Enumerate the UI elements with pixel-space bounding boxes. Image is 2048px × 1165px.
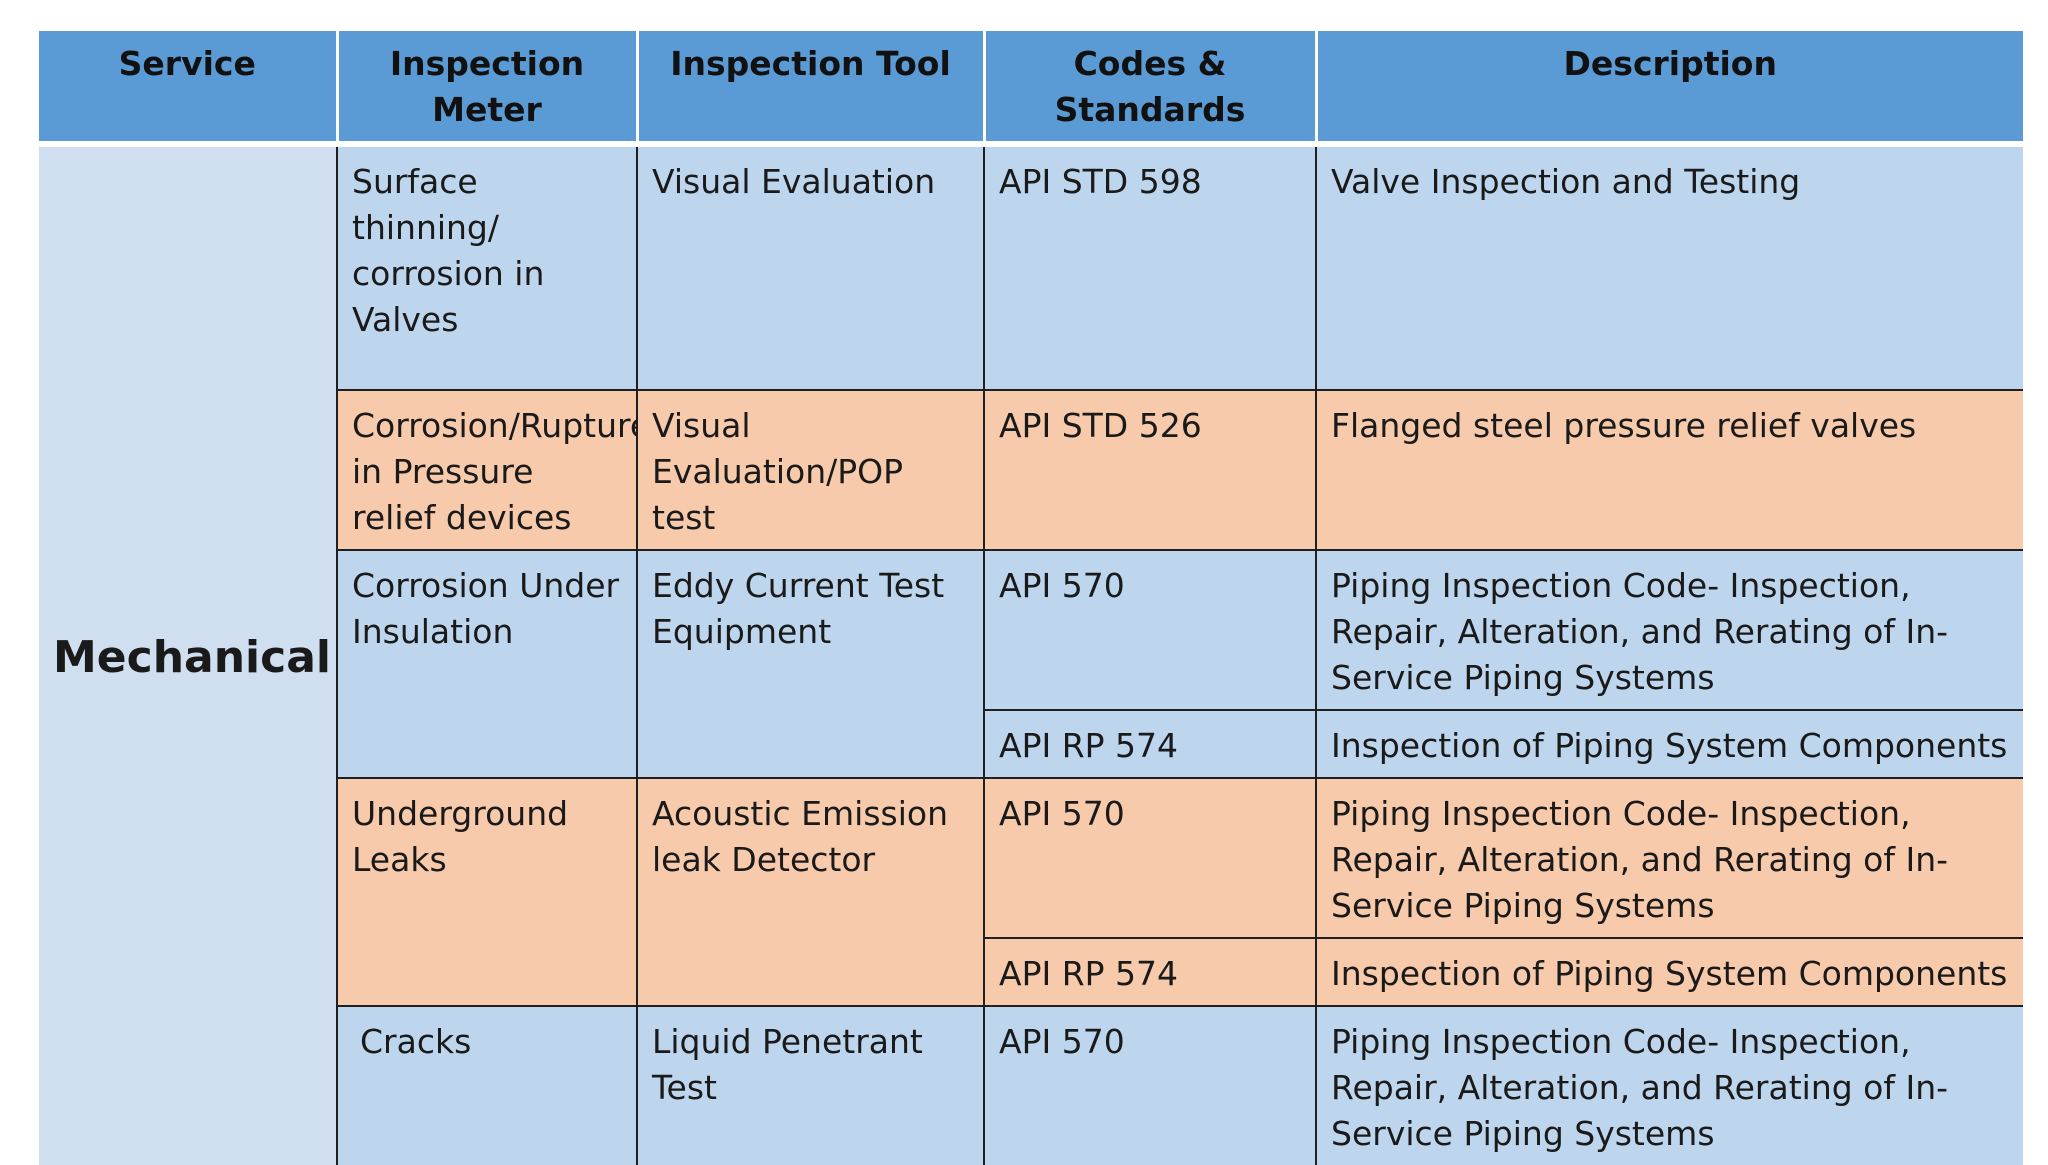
- tool-cell: Visual Evaluation/POP test: [636, 389, 985, 551]
- table-row: Cracks Liquid Penetrant Test API 570 Pip…: [39, 1005, 2023, 1165]
- tool-cell: Liquid Penetrant Test: [636, 1005, 985, 1165]
- meter-cell: Underground Leaks: [336, 777, 638, 1007]
- description-cell: Inspection of Piping System Components: [1315, 937, 2023, 1007]
- meter-cell: Corrosion/Rupture in Pressure relief dev…: [336, 389, 638, 551]
- code-cell: API 570: [983, 549, 1317, 711]
- header-inspection-tool: Inspection Tool: [635, 31, 986, 147]
- table-row: Corrosion Under Insulation Eddy Current …: [39, 549, 2023, 779]
- table-row: API RP 574 Inspection of Piping System C…: [39, 937, 2023, 1007]
- description-cell: Inspection of Piping System Components: [1315, 709, 2023, 779]
- tool-cell: Acoustic Emission leak Detector: [636, 777, 985, 1007]
- code-cell: API RP 574: [983, 937, 1317, 1007]
- header-inspection-meter: Inspection Meter: [335, 31, 639, 147]
- table-row: API RP 574 Inspection of Piping System C…: [39, 709, 2023, 779]
- code-cell: API 570: [983, 1005, 1317, 1165]
- description-cell: Piping Inspection Code- Inspection, Repa…: [1315, 777, 2023, 939]
- tool-cell: Visual Evaluation: [636, 143, 985, 391]
- meter-cell: Corrosion Under Insulation: [336, 549, 638, 779]
- code-cell: API STD 526: [983, 389, 1317, 551]
- code-cell: API 570: [983, 777, 1317, 939]
- table-header-row: Service Inspection Meter Inspection Tool…: [39, 31, 2023, 147]
- description-cell: Piping Inspection Code- Inspection, Repa…: [1315, 549, 2023, 711]
- description-cell: Valve Inspection and Testing: [1315, 143, 2023, 391]
- description-cell: Flanged steel pressure relief valves: [1315, 389, 2023, 551]
- tool-cell: Eddy Current Test Equipment: [636, 549, 985, 779]
- code-cell: API STD 598: [983, 143, 1317, 391]
- inspection-table: Service Inspection Meter Inspection Tool…: [39, 31, 2023, 1165]
- service-cell: Mechanical: [39, 144, 338, 1165]
- header-description: Description: [1314, 31, 2023, 147]
- description-cell: Piping Inspection Code- Inspection, Repa…: [1315, 1005, 2023, 1165]
- header-codes-standards: Codes & Standards: [982, 31, 1318, 147]
- code-cell: API RP 574: [983, 709, 1317, 779]
- header-service: Service: [39, 31, 339, 147]
- meter-cell: Surface thinning/ corrosion in Valves: [336, 143, 638, 391]
- table-row: Underground Leaks Acoustic Emission leak…: [39, 777, 2023, 1007]
- table-row: Mechanical Surface thinning/ corrosion i…: [39, 143, 2023, 1165]
- meter-cell: Cracks: [336, 1005, 638, 1165]
- table-row: Corrosion/Rupture in Pressure relief dev…: [39, 389, 2023, 551]
